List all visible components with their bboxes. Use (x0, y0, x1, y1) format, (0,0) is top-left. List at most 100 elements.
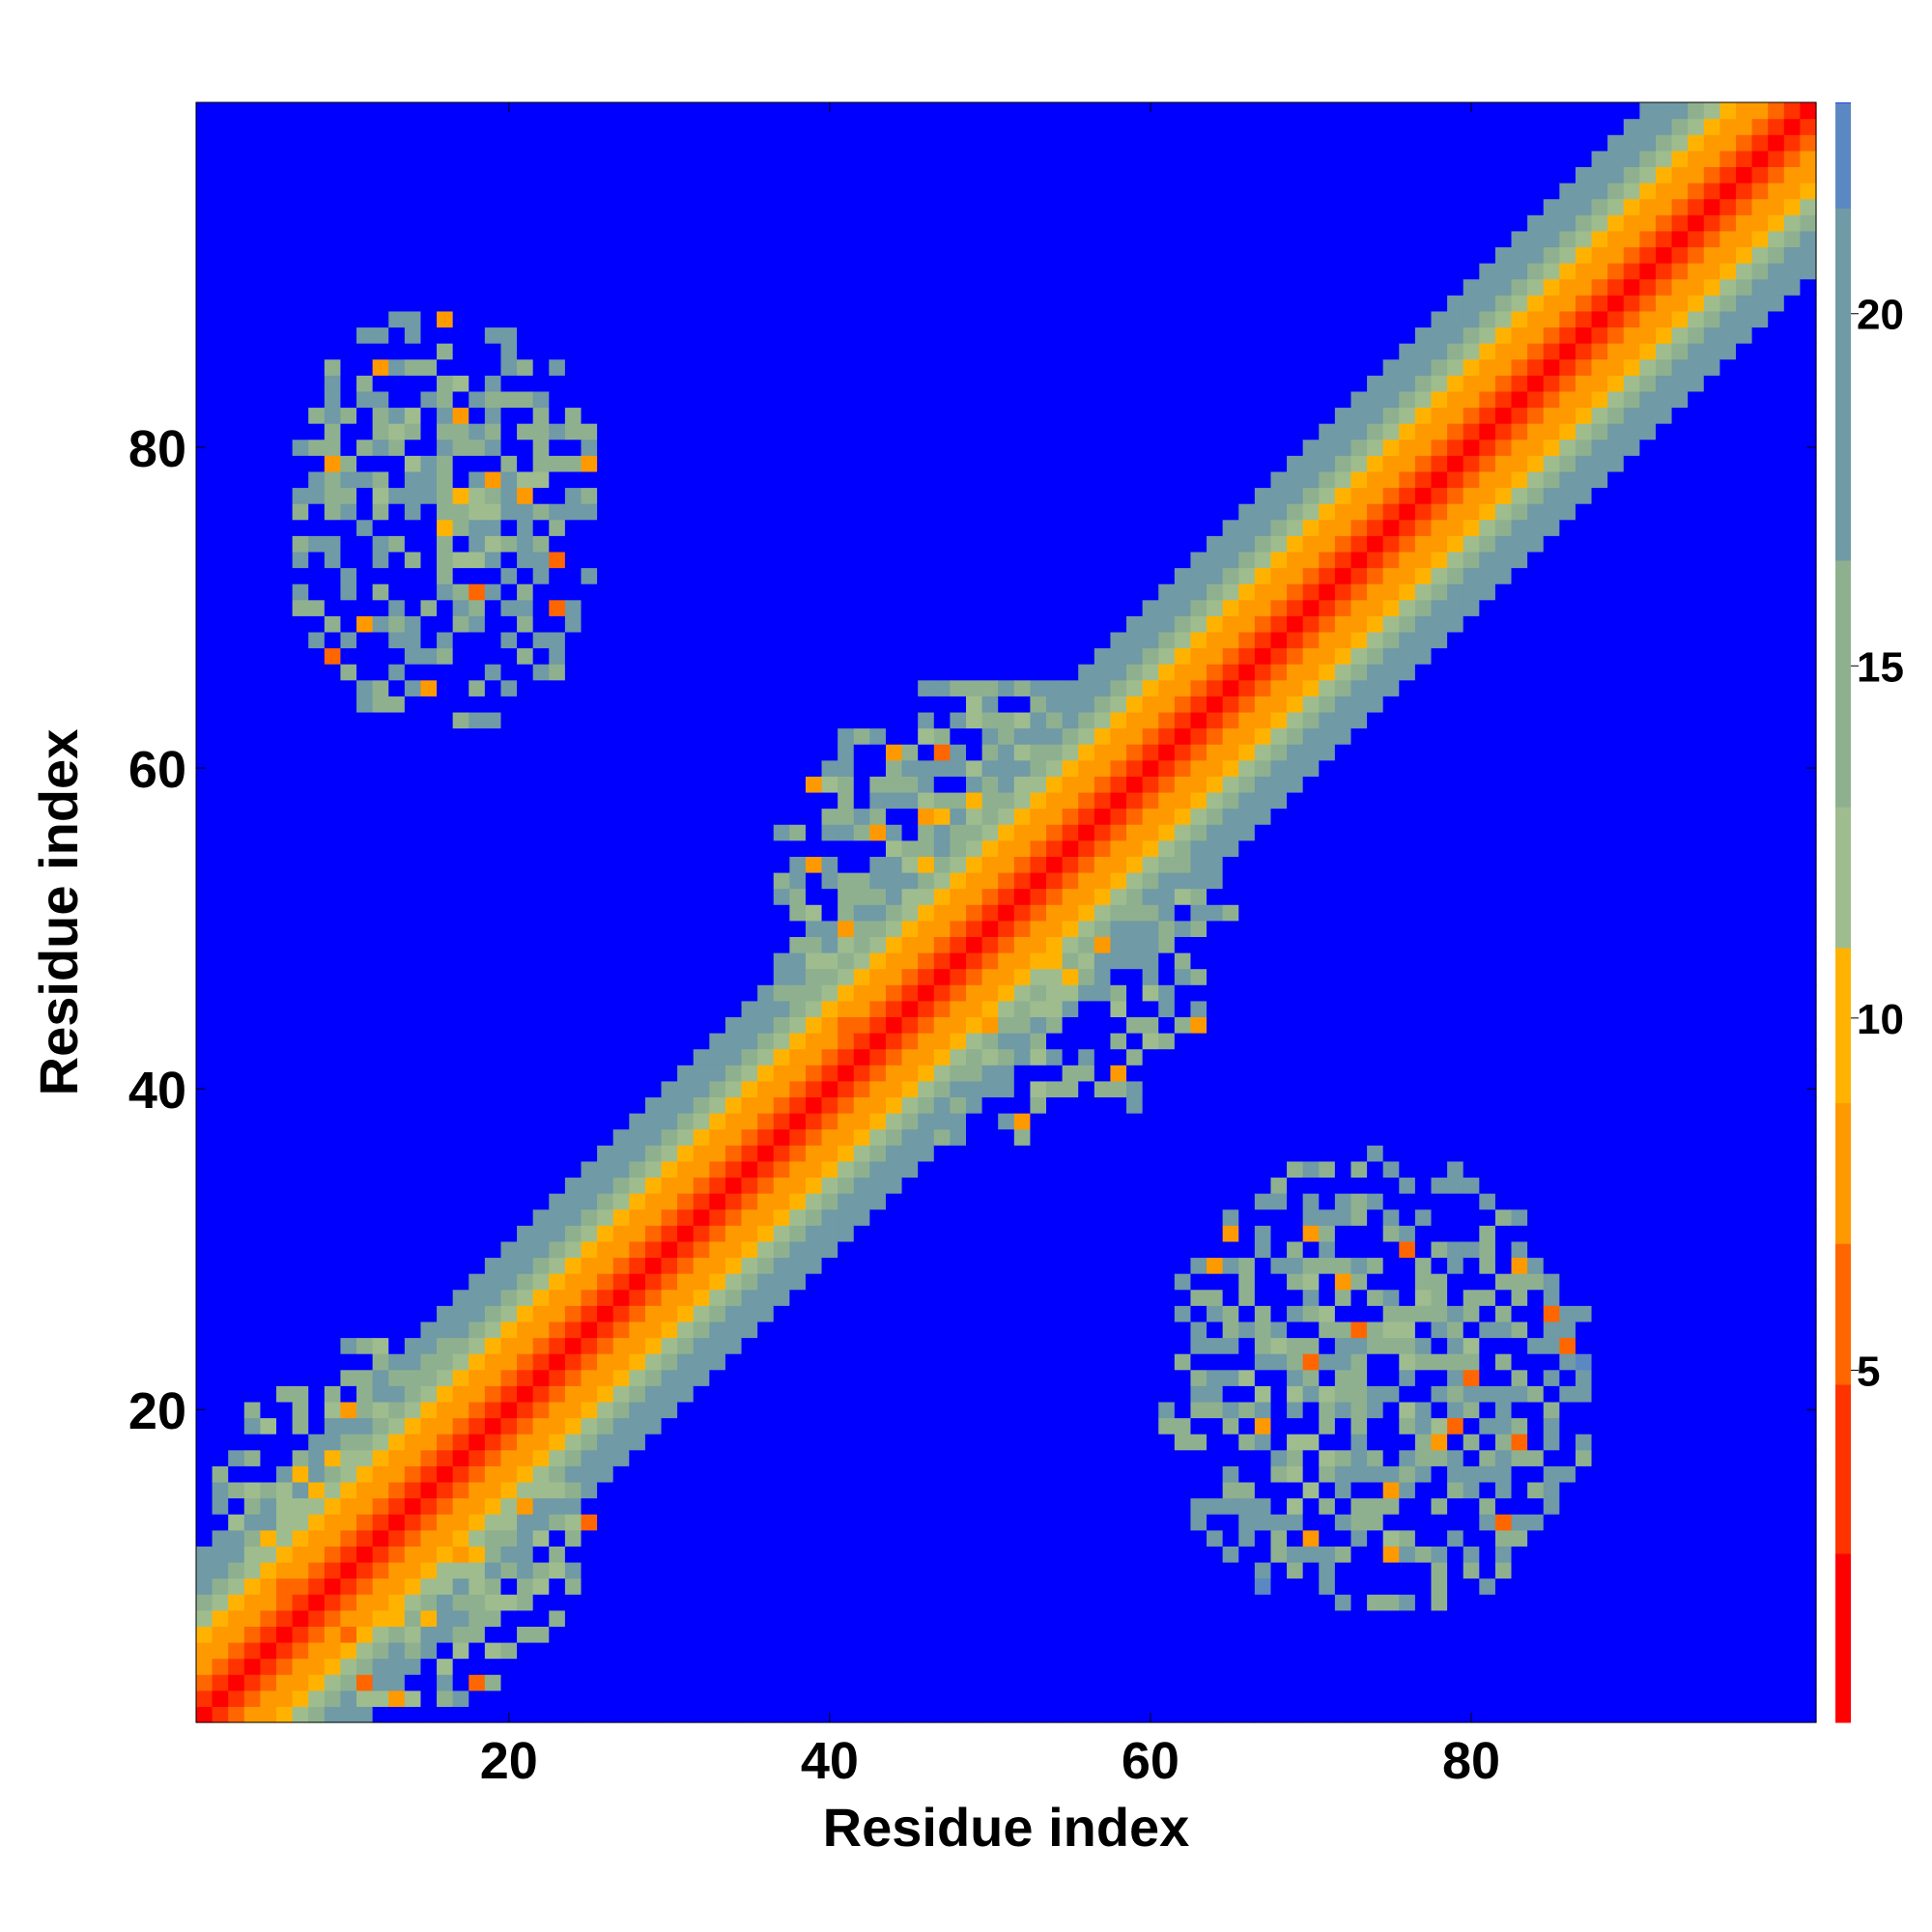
heatmap-cell (933, 150, 951, 168)
heatmap-cell (918, 679, 935, 696)
heatmap-cell (773, 615, 790, 633)
heatmap-cell (741, 375, 758, 392)
heatmap-cell (212, 776, 229, 793)
heatmap-cell (196, 1289, 213, 1306)
heatmap-cell (724, 535, 743, 553)
heatmap-cell (741, 936, 758, 953)
heatmap-cell (500, 952, 518, 970)
heatmap-cell (869, 214, 887, 232)
heatmap-cell (388, 1577, 406, 1595)
heatmap-cell (661, 214, 678, 232)
heatmap-cell (981, 1465, 999, 1483)
heatmap-cell (741, 1385, 758, 1403)
heatmap-cell (228, 1096, 245, 1114)
heatmap-cell (372, 871, 389, 890)
heatmap-cell (821, 1690, 838, 1707)
heatmap-cell (324, 1321, 342, 1339)
heatmap-cell (661, 888, 678, 905)
heatmap-cell (805, 1305, 823, 1322)
heatmap-cell (372, 118, 389, 135)
heatmap-cell (308, 183, 326, 200)
heatmap-cell (500, 1273, 518, 1291)
heatmap-cell (901, 759, 919, 777)
heatmap-cell (741, 1177, 758, 1194)
heatmap-cell (532, 567, 550, 584)
heatmap-cell (404, 230, 422, 248)
heatmap-cell (629, 1257, 646, 1274)
heatmap-cell (437, 439, 454, 456)
heatmap-cell (933, 246, 951, 264)
heatmap-cell (757, 1529, 775, 1547)
heatmap-cell (901, 246, 919, 264)
heatmap-cell (212, 1257, 229, 1274)
heatmap-cell (276, 1113, 294, 1130)
heatmap-cell (340, 1353, 357, 1371)
heatmap-cell (549, 407, 566, 424)
heatmap-cell (212, 1434, 229, 1451)
heatmap-cell (388, 936, 406, 953)
heatmap-cell (372, 1369, 389, 1386)
heatmap-cell (469, 1626, 486, 1643)
heatmap-cell (644, 631, 663, 649)
heatmap-cell (612, 551, 630, 569)
heatmap-cell (981, 936, 999, 953)
heatmap-cell (484, 1609, 502, 1627)
heatmap-cell (869, 856, 887, 873)
heatmap-cell (805, 150, 823, 168)
heatmap-cell (437, 1065, 454, 1082)
heatmap-cell (372, 791, 389, 810)
heatmap-cell (789, 1369, 807, 1386)
heatmap-cell (821, 984, 838, 1002)
heatmap-cell (324, 407, 342, 424)
heatmap-cell (196, 1273, 213, 1291)
heatmap-cell (356, 824, 374, 841)
heatmap-cell (452, 776, 469, 793)
heatmap-cell (885, 1465, 903, 1483)
heatmap-cell (950, 936, 967, 953)
heatmap-cell (212, 310, 229, 328)
heatmap-cell (918, 278, 935, 296)
heatmap-cell (597, 1128, 614, 1146)
heatmap-cell (933, 968, 951, 985)
heatmap-cell (838, 230, 855, 248)
heatmap-cell (228, 407, 245, 424)
heatmap-cell (212, 439, 229, 456)
heatmap-cell (532, 1529, 550, 1547)
heatmap-cell (757, 487, 775, 504)
heatmap-cell (549, 647, 566, 665)
heatmap-cell (437, 808, 454, 825)
heatmap-cell (517, 1514, 534, 1531)
heatmap-cell (612, 696, 630, 713)
heatmap-cell (612, 776, 630, 793)
heatmap-cell (724, 551, 743, 569)
heatmap-cell (243, 198, 262, 215)
heatmap-cell (437, 1529, 454, 1547)
heatmap-cell (724, 198, 743, 215)
heatmap-cell (243, 1353, 262, 1371)
heatmap-cell (356, 856, 374, 873)
heatmap-cell (564, 727, 582, 745)
heatmap-cell (437, 1113, 454, 1130)
heatmap-cell (789, 1016, 807, 1034)
heatmap-cell (532, 871, 550, 890)
heatmap-cell (933, 567, 951, 584)
heatmap-cell (308, 246, 326, 264)
heatmap-cell (677, 1016, 695, 1034)
heatmap-cell (612, 1240, 630, 1259)
heatmap-cell (549, 1048, 566, 1065)
heatmap-cell (821, 390, 838, 409)
heatmap-cell (773, 1048, 790, 1065)
heatmap-cell (228, 679, 245, 696)
heatmap-cell (885, 230, 903, 248)
heatmap-cell (869, 871, 887, 890)
heatmap-cell (292, 984, 309, 1002)
heatmap-cell (724, 1401, 743, 1419)
heatmap-cell (420, 1033, 438, 1050)
heatmap-cell (950, 776, 967, 793)
heatmap-cell (356, 1193, 374, 1210)
heatmap-cell (965, 647, 983, 665)
heatmap-cell (484, 871, 502, 890)
heatmap-cell (629, 551, 646, 569)
heatmap-cell (212, 839, 229, 857)
heatmap-cell (933, 134, 951, 152)
